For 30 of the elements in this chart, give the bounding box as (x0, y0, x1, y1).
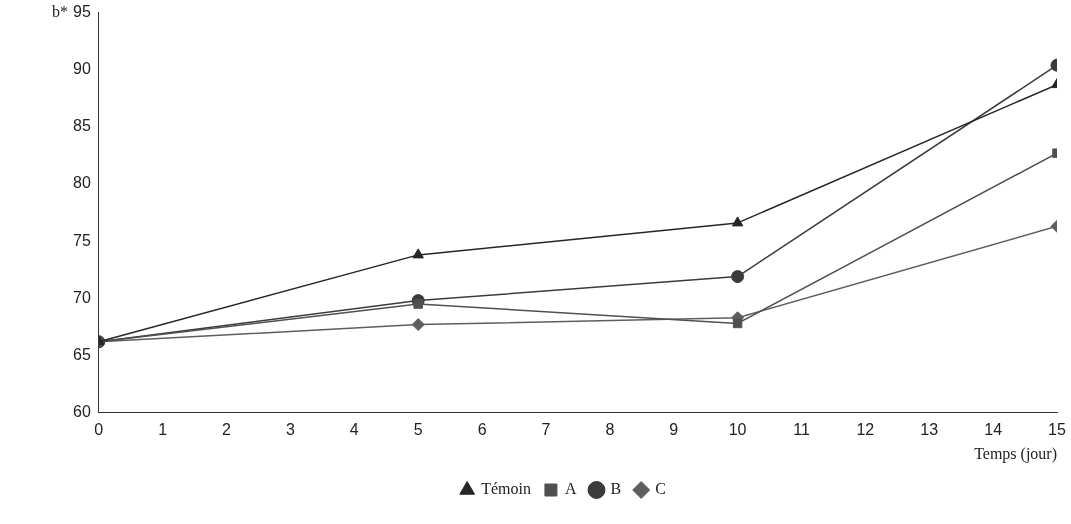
y-tick-label: 75 (73, 231, 91, 249)
x-tick-label: 0 (94, 420, 104, 438)
y-tick-label: 70 (73, 288, 91, 306)
x-tick-label: 12 (856, 420, 875, 438)
x-tick-label: 10 (728, 420, 747, 438)
x-tick-label: 7 (541, 420, 551, 438)
y-tick-label: 65 (73, 345, 91, 363)
x-axis-title: Temps (jour) (974, 444, 1057, 463)
x-tick-label: 14 (984, 420, 1003, 438)
legend-label: Témoin (481, 480, 531, 498)
y-axis-title: b* (52, 2, 68, 20)
legend-label: C (655, 480, 666, 498)
x-tick-label: 9 (669, 420, 679, 438)
x-tick-label: 11 (793, 420, 810, 438)
y-tick-label: 85 (73, 117, 91, 135)
x-tick-label: 8 (605, 420, 615, 438)
x-tick-label: 13 (920, 420, 939, 438)
x-tick-label: 4 (349, 420, 359, 438)
x-tick-label: 5 (413, 420, 423, 438)
y-tick-label: 80 (73, 174, 91, 192)
x-tick-label: 2 (222, 420, 232, 438)
legend-label: A (564, 480, 577, 498)
y-tick-label: 60 (73, 403, 91, 421)
x-tick-label: 1 (158, 420, 168, 438)
y-tick-label: 95 (73, 3, 91, 21)
x-tick-label: 15 (1048, 420, 1066, 438)
legend-label: B (610, 480, 622, 498)
x-tick-label: 6 (477, 420, 487, 438)
x-tick-label: 3 (285, 420, 295, 438)
y-tick-label: 90 (73, 60, 91, 78)
